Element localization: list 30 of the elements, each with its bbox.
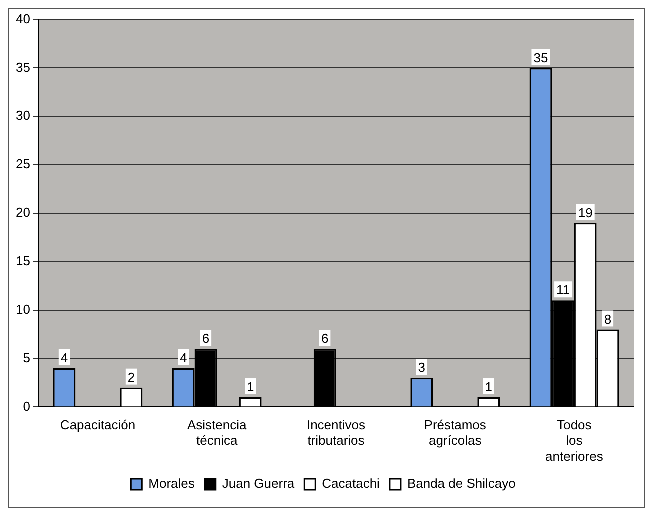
y-tick-label: 20 (16, 205, 30, 220)
y-tick-label: 35 (16, 60, 30, 75)
y-tick-label: 15 (16, 254, 30, 269)
y-tick-label: 25 (16, 156, 30, 172)
legend-label: Juan Guerra (222, 476, 296, 492)
data-label: 4 (60, 350, 68, 366)
x-tick-label: Incentivos tributarios (306, 418, 366, 448)
data-label: 4 (180, 350, 188, 366)
data-label: 6 (321, 331, 329, 346)
y-tick-label: 0 (23, 398, 30, 414)
data-label: 19 (578, 205, 593, 220)
x-tick-label: Préstamos agrícolas (424, 418, 487, 448)
data-label: 11 (556, 282, 570, 298)
y-tick-label: 30 (16, 108, 30, 124)
data-label: 1 (247, 380, 254, 395)
legend-label: Cacatachi (322, 476, 380, 492)
legend-label: Morales (148, 476, 196, 492)
y-tick-label: 40 (16, 11, 30, 26)
data-label: 3 (418, 360, 426, 376)
data-label: 35 (534, 50, 548, 66)
legend-label: Banda de Shilcayo (407, 476, 516, 492)
y-tick-label: 5 (23, 350, 30, 366)
x-tick-label: Asistencia técnica (187, 418, 248, 448)
data-label: 6 (202, 331, 210, 346)
data-label: 8 (604, 312, 612, 327)
y-tick-label: 10 (16, 302, 30, 317)
data-label: 1 (485, 380, 492, 395)
x-tick-label: Capacitación (60, 418, 136, 433)
data-label: 2 (128, 370, 136, 385)
x-tick-label: Todos los anteriores (546, 418, 604, 464)
